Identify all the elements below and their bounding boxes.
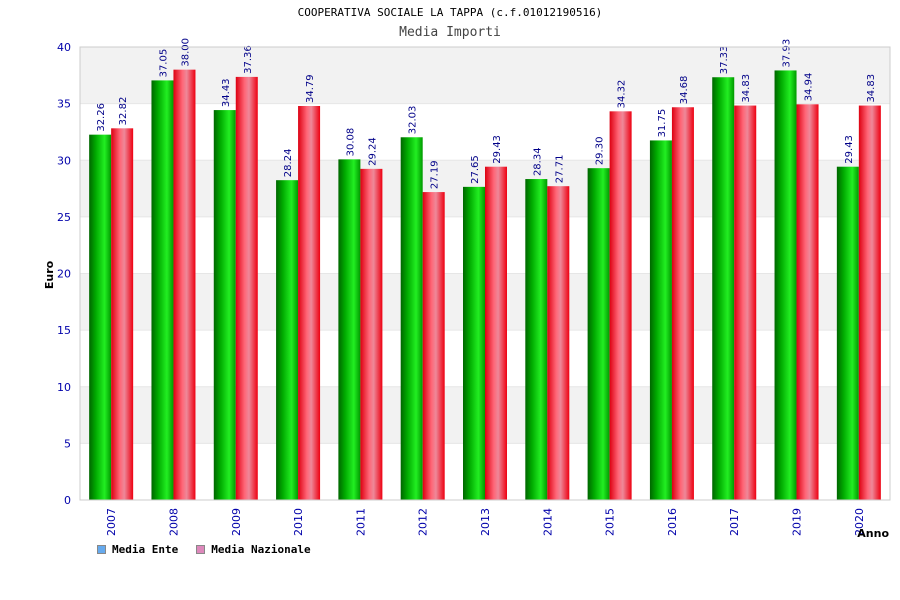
data-label: 32.26 [96, 103, 107, 132]
x-axis-title: Anno [857, 527, 889, 540]
data-label: 29.43 [844, 135, 855, 164]
data-label: 31.75 [657, 109, 668, 138]
data-label: 32.03 [408, 106, 419, 135]
data-label: 28.34 [532, 147, 543, 176]
bar-media-nazionale [858, 105, 881, 501]
data-label: 29.24 [367, 137, 378, 166]
bar-media-ente [712, 77, 735, 501]
y-tick-label: 40 [57, 41, 71, 54]
legend-item-media-ente: Media Ente [97, 543, 178, 556]
bar-media-ente [587, 168, 610, 501]
data-label: 38.00 [180, 38, 191, 67]
bar-media-nazionale [485, 166, 507, 500]
bar-media-nazionale [298, 106, 321, 501]
bar-media-nazionale [671, 107, 694, 501]
plot-border [79, 46, 891, 501]
legend-item-media-nazionale: Media Nazionale [196, 543, 311, 556]
bar-media-ente [338, 159, 361, 500]
data-label: 34.43 [221, 78, 232, 107]
y-tick-label: 0 [64, 494, 71, 507]
x-tick-label: 2016 [666, 508, 679, 536]
y-tick-label: 15 [57, 324, 71, 337]
bar-media-ente [463, 186, 485, 500]
data-label: 34.83 [741, 74, 752, 103]
bar-media-nazionale [360, 168, 383, 500]
bar-media-nazionale [547, 186, 570, 500]
data-label: 34.68 [679, 76, 690, 105]
data-label: 29.30 [595, 137, 606, 166]
data-label: 37.36 [243, 45, 254, 74]
data-label: 37.93 [782, 39, 793, 68]
x-tick-label: 2010 [292, 508, 305, 536]
bar-media-ente [649, 140, 672, 500]
y-tick-label: 30 [57, 154, 71, 167]
x-tick-label: 2007 [105, 508, 118, 536]
chart-subtitle: Media Importi [399, 25, 501, 40]
bar-media-ente [836, 166, 859, 500]
y-tick-label: 20 [57, 268, 71, 281]
x-tick-label: 2008 [167, 508, 180, 536]
bar-media-ente [151, 80, 174, 500]
data-label: 34.94 [804, 73, 815, 102]
chart-title: COOPERATIVA SOCIALE LA TAPPA (c.f.010121… [297, 6, 603, 19]
data-label: 34.32 [617, 80, 628, 109]
x-tick-label: 2012 [417, 508, 430, 536]
bar-media-ente [400, 137, 423, 500]
bar-media-nazionale [422, 192, 445, 501]
y-tick-label: 25 [57, 211, 71, 224]
grid-band [80, 47, 890, 104]
x-tick-label: 2019 [791, 508, 804, 536]
bar-media-nazionale [734, 105, 757, 501]
x-tick-label: 2015 [604, 508, 617, 536]
bar-media-nazionale [173, 69, 196, 501]
bar-media-ente [213, 110, 236, 500]
data-label: 27.65 [470, 155, 481, 184]
bar-media-nazionale [796, 104, 819, 500]
data-label: 34.83 [866, 74, 877, 103]
y-tick-label: 35 [57, 98, 71, 111]
data-label: 34.79 [305, 74, 316, 103]
y-tick-label: 10 [57, 381, 71, 394]
data-label: 27.19 [430, 160, 441, 189]
x-tick-label: 2017 [728, 508, 741, 536]
x-tick-label: 2020 [853, 508, 866, 536]
data-label: 37.33 [719, 46, 730, 75]
y-tick-label: 5 [64, 437, 71, 450]
bar-media-ente [89, 134, 112, 500]
legend-label-media-nazionale: Media Nazionale [211, 543, 311, 556]
bar-media-nazionale [609, 111, 632, 501]
data-label: 29.43 [492, 135, 503, 164]
data-label: 37.05 [158, 49, 169, 78]
bar-media-ente [774, 70, 797, 500]
data-label: 27.71 [554, 155, 565, 184]
legend-swatch-media-nazionale [196, 545, 206, 554]
legend-label-media-ente: Media Ente [112, 543, 179, 556]
x-tick-label: 2013 [479, 508, 492, 536]
bar-media-nazionale [235, 76, 258, 500]
chart-legend: Media Ente Media Nazionale [97, 543, 311, 556]
x-tick-label: 2014 [541, 508, 554, 536]
data-label: 28.24 [283, 149, 294, 178]
data-label: 32.82 [118, 97, 129, 126]
bar-media-ente [525, 179, 548, 500]
data-label: 30.08 [345, 128, 356, 157]
x-tick-label: 2009 [230, 508, 243, 536]
legend-swatch-media-ente [97, 545, 106, 554]
x-tick-label: 2011 [354, 508, 367, 536]
bar-media-nazionale [111, 128, 134, 500]
bar-media-ente [276, 180, 299, 500]
y-axis-title: Euro [43, 260, 56, 289]
